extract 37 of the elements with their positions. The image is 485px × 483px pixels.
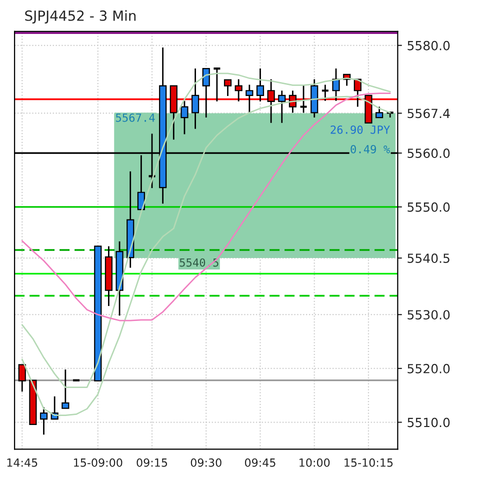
y-tick-label: 5567.4 (408, 108, 450, 118)
x-tick-label: 14:45 (7, 458, 38, 467)
x-tick-label: 09:45 (244, 458, 276, 467)
candlestick (256, 68, 264, 102)
x-tick-label: 15-10:15 (344, 458, 393, 467)
candlestick (192, 68, 200, 130)
annotation: 0.49 % (350, 144, 390, 154)
y-tick-label: 5510.0 (408, 418, 450, 428)
candlestick (278, 90, 286, 124)
annotation: 26.90 JPY (330, 125, 390, 134)
candlestick (18, 364, 26, 392)
candlestick (180, 100, 188, 135)
candlestick (246, 84, 254, 114)
candlestick (320, 84, 330, 102)
candlestick (376, 106, 384, 118)
candlestick (332, 68, 340, 102)
candlestick (234, 78, 242, 102)
candlestick (224, 79, 232, 97)
candlestick (212, 68, 222, 102)
candlestick (62, 368, 70, 409)
y-tick-label: 5530.0 (408, 310, 450, 320)
candlestick (40, 406, 48, 436)
y-tick-label: 5550.0 (408, 202, 450, 212)
y-tick-label: 5520.0 (408, 364, 450, 374)
y-tick-label: 5540.5 (408, 254, 450, 263)
y-tick-label: 5560.0 (408, 148, 450, 158)
candlestick (202, 68, 210, 118)
line-series (21, 92, 391, 322)
x-tick-label: 09:30 (190, 458, 222, 467)
annotation: 5567.4 (116, 113, 155, 122)
x-tick-label: 15-09:00 (74, 458, 122, 467)
candlestick (267, 78, 275, 124)
x-tick-label: 10:00 (300, 458, 330, 467)
x-tick-label: 09:15 (136, 458, 168, 467)
chart-title: SJPJ4452 - 3 Min (25, 10, 136, 24)
y-tick-label: 5580.0 (408, 40, 450, 50)
candlestick (299, 84, 308, 114)
